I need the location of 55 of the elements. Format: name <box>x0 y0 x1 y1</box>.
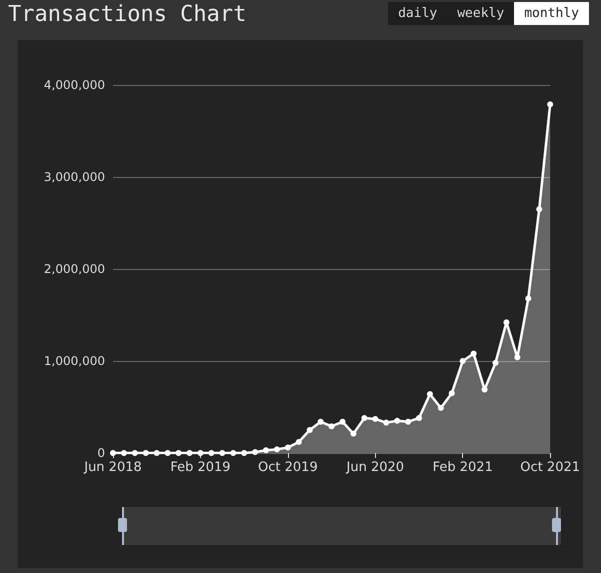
point <box>350 430 356 437</box>
point <box>274 446 280 452</box>
point <box>328 423 335 430</box>
point <box>230 450 236 456</box>
text: monthly <box>514 2 589 25</box>
point <box>547 101 554 108</box>
point <box>503 319 510 326</box>
point <box>492 360 499 366</box>
point <box>306 427 313 433</box>
point <box>154 450 160 456</box>
text: weekly <box>456 5 506 23</box>
point <box>372 416 378 422</box>
y-tick-label: 1,000,000 <box>44 354 105 368</box>
point <box>416 415 422 422</box>
y-tick-label: 4,000,000 <box>44 78 105 92</box>
x-tick-label: Feb 2021 <box>432 460 493 475</box>
y-tick-label: 0 <box>97 446 105 460</box>
point <box>132 450 138 456</box>
point <box>426 391 433 398</box>
point <box>525 295 532 302</box>
point <box>318 418 324 425</box>
point <box>536 206 542 212</box>
x-tick-label: Oct 2021 <box>520 460 580 475</box>
point <box>208 450 214 456</box>
point <box>296 438 302 445</box>
point <box>176 450 182 456</box>
chart-title: Transactions Chart <box>8 2 246 27</box>
x-tick-label: Oct 2019 <box>258 460 318 475</box>
point <box>263 447 270 454</box>
point <box>219 450 226 456</box>
x-tick-label: Feb 2019 <box>170 460 231 475</box>
x-tick-label: Jun 2018 <box>83 460 142 475</box>
x-tick-label: Jun 2020 <box>346 460 404 475</box>
point <box>110 450 116 456</box>
point <box>241 450 248 456</box>
point <box>186 450 192 456</box>
point <box>120 450 127 456</box>
point <box>361 415 368 422</box>
point <box>383 420 390 426</box>
point <box>482 386 488 393</box>
point <box>340 418 346 425</box>
point <box>197 450 204 456</box>
y-tick-label: 3,000,000 <box>44 170 105 184</box>
point <box>164 450 171 456</box>
point <box>470 350 477 357</box>
point <box>438 404 444 411</box>
point <box>394 418 400 424</box>
point <box>448 390 455 396</box>
text: daily <box>397 5 438 23</box>
point <box>405 418 412 425</box>
point <box>142 450 149 456</box>
point <box>284 444 291 450</box>
point <box>460 358 466 364</box>
y-tick-label: 2,000,000 <box>44 262 105 276</box>
point <box>252 449 258 456</box>
